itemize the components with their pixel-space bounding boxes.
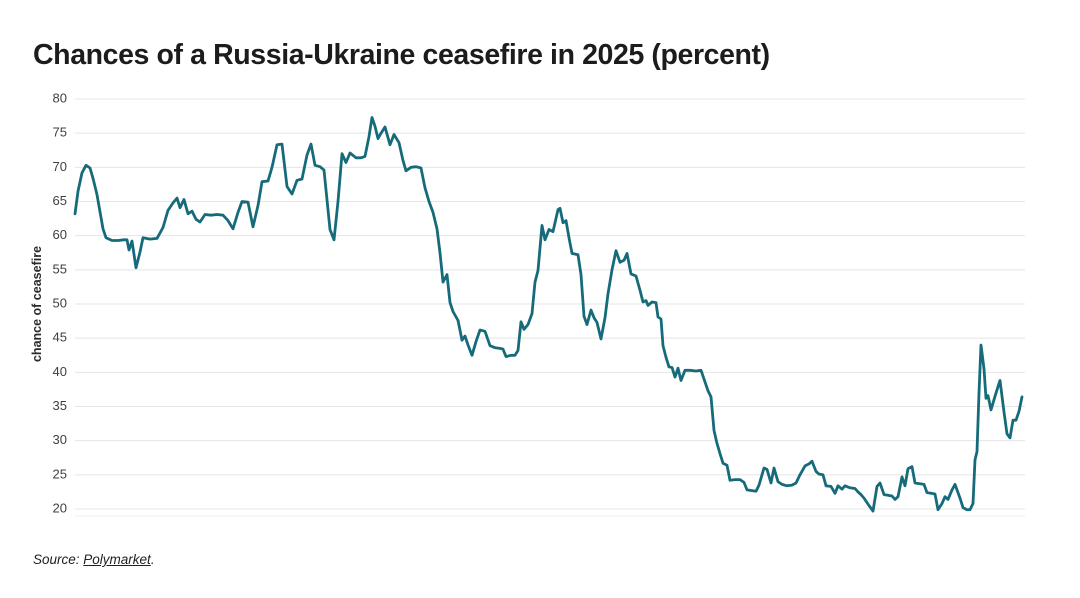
y-tick-label: 30 [53, 432, 67, 447]
y-tick-label: 70 [53, 159, 67, 174]
y-tick-label: 60 [53, 227, 67, 242]
y-tick-label: 25 [53, 466, 67, 481]
y-tick-label: 65 [53, 193, 67, 208]
source-link[interactable]: Polymarket [83, 552, 151, 567]
y-tick-label: 80 [53, 91, 67, 106]
source-prefix: Source: [33, 552, 84, 567]
chart-title: Chances of a Russia-Ukraine ceasefire in… [33, 39, 770, 72]
y-tick-label: 55 [53, 261, 67, 276]
y-tick-label: 50 [53, 296, 67, 311]
source-suffix: . [150, 552, 155, 567]
ceasefire-probability-line [73, 116, 1024, 513]
y-tick-label: 35 [53, 398, 67, 413]
y-tick-label: 20 [53, 501, 67, 516]
y-tick-label: 45 [53, 330, 67, 345]
y-tick-label: 75 [53, 125, 67, 140]
y-axis-label: chance of ceasefire [30, 246, 44, 362]
source-note: Source: Polymarket. [33, 552, 155, 567]
y-tick-label: 40 [53, 364, 67, 379]
